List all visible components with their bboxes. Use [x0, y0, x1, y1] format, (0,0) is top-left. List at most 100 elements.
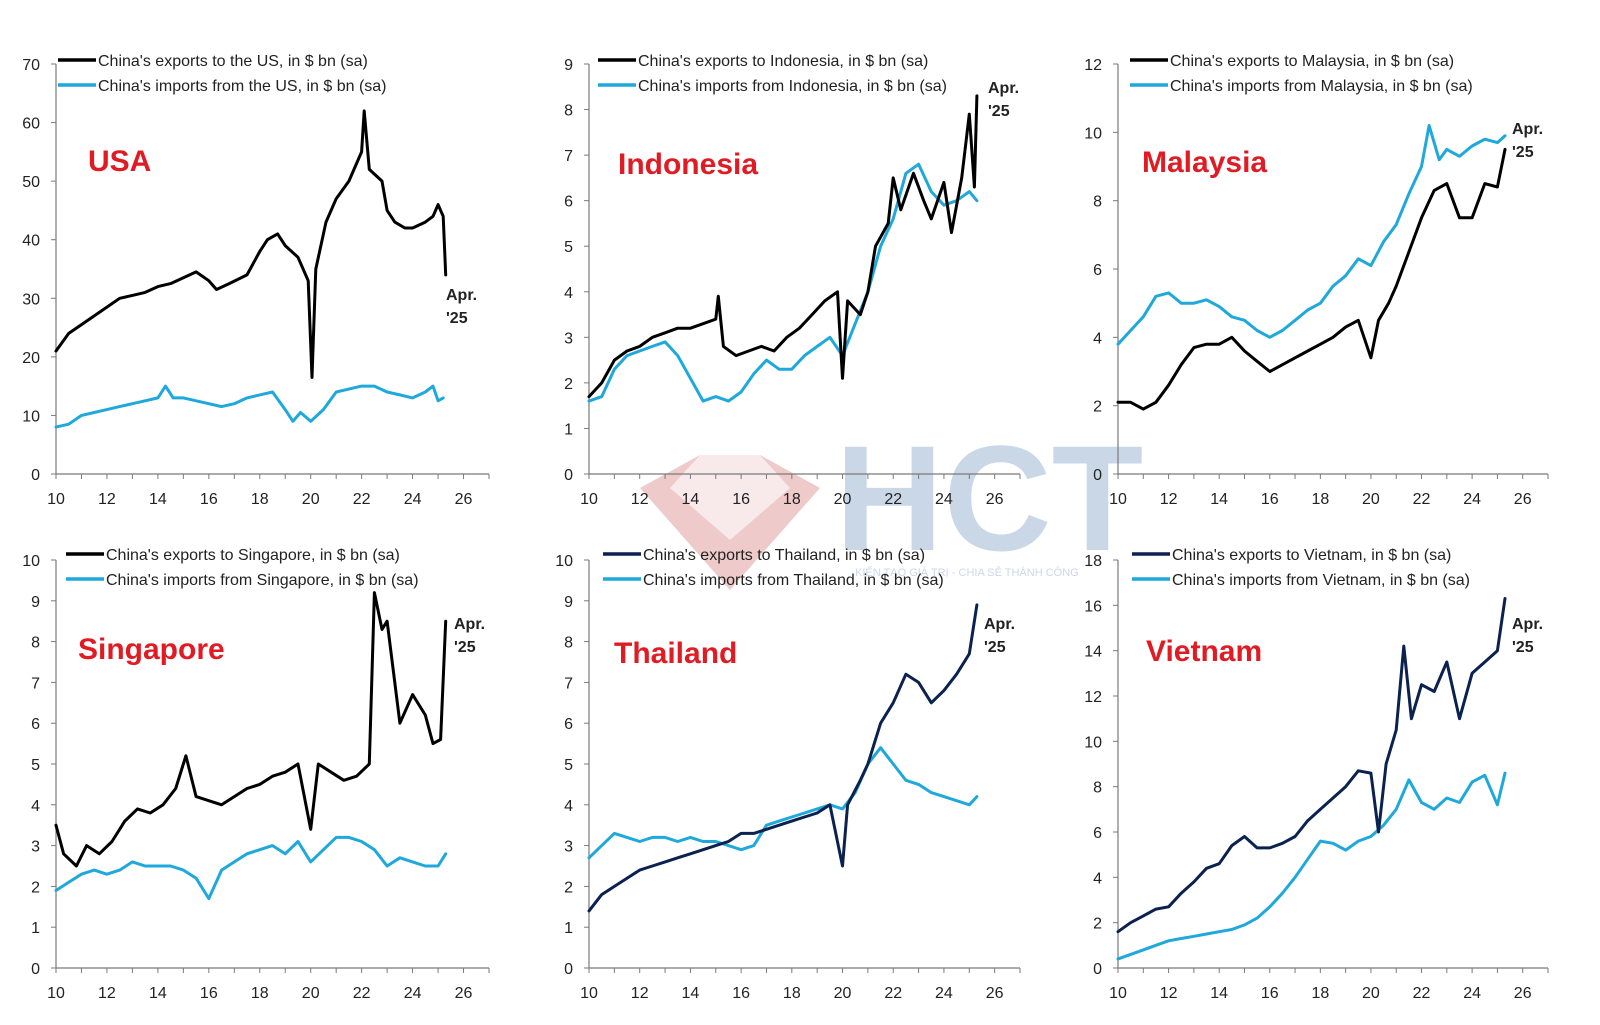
legend-label: China's imports from Thailand, in $ bn (… — [643, 572, 944, 589]
y-tick-label: 2 — [564, 376, 573, 393]
annotation-label: Apr. — [984, 616, 1015, 633]
panel-title: Vietnam — [1146, 635, 1262, 668]
x-tick-label: 26 — [455, 491, 473, 508]
x-tick-label: 24 — [935, 985, 953, 1002]
x-tick-label: 16 — [200, 491, 218, 508]
legend-label: China's exports to the US, in $ bn (sa) — [98, 53, 368, 70]
x-tick-label: 18 — [783, 491, 801, 508]
y-tick-label: 10 — [22, 553, 40, 570]
y-tick-label: 9 — [31, 594, 40, 611]
y-tick-label: 1 — [564, 421, 573, 438]
y-tick-label: 8 — [1093, 194, 1102, 211]
y-tick-label: 2 — [1093, 916, 1102, 933]
y-tick-label: 40 — [22, 233, 40, 250]
x-tick-label: 10 — [47, 985, 65, 1002]
y-tick-label: 4 — [564, 798, 573, 815]
y-tick-label: 5 — [564, 239, 573, 256]
panel-title: Thailand — [614, 637, 737, 670]
x-tick-label: 20 — [1362, 491, 1380, 508]
annotation-label: '25 — [446, 310, 468, 327]
legend-label: China's imports from Vietnam, in $ bn (s… — [1172, 572, 1470, 589]
y-tick-label: 6 — [564, 716, 573, 733]
annotation-label: Apr. — [454, 616, 485, 633]
y-tick-label: 0 — [1093, 961, 1102, 978]
y-tick-label: 70 — [22, 57, 40, 74]
x-tick-label: 14 — [682, 985, 700, 1002]
x-tick-label: 14 — [1210, 985, 1228, 1002]
y-tick-label: 8 — [564, 635, 573, 652]
exports-series-line — [1116, 597, 1507, 934]
x-tick-label: 12 — [631, 985, 649, 1002]
y-tick-label: 12 — [1084, 689, 1102, 706]
x-tick-label: 22 — [1413, 985, 1431, 1002]
exports-series-line — [1116, 147, 1507, 411]
exports-series-line — [587, 603, 979, 913]
y-tick-label: 8 — [564, 103, 573, 120]
x-tick-label: 18 — [1311, 491, 1329, 508]
y-tick-label: 4 — [564, 285, 573, 302]
annotation-label: Apr. — [1512, 616, 1543, 633]
y-tick-label: 0 — [564, 467, 573, 484]
y-tick-label: 60 — [22, 116, 40, 133]
y-tick-label: 0 — [1093, 467, 1102, 484]
y-tick-label: 4 — [1093, 870, 1102, 887]
y-tick-label: 6 — [1093, 262, 1102, 279]
x-tick-label: 16 — [1261, 491, 1279, 508]
y-tick-label: 5 — [564, 757, 573, 774]
legend-label: China's imports from the US, in $ bn (sa… — [98, 78, 387, 95]
y-tick-label: 6 — [31, 716, 40, 733]
y-tick-label: 7 — [564, 675, 573, 692]
x-tick-label: 14 — [1210, 491, 1228, 508]
imports-series-line — [1116, 771, 1507, 961]
y-tick-label: 3 — [564, 839, 573, 856]
watermark-text: HCT — [835, 414, 1143, 582]
x-tick-label: 22 — [1413, 491, 1431, 508]
x-tick-label: 12 — [1160, 985, 1178, 1002]
x-tick-label: 24 — [935, 491, 953, 508]
annotation-label: Apr. — [446, 287, 477, 304]
y-tick-label: 12 — [1084, 57, 1102, 74]
x-tick-label: 16 — [732, 985, 750, 1002]
exports-series-line — [54, 591, 448, 868]
x-tick-label: 16 — [200, 985, 218, 1002]
x-tick-label: 20 — [834, 985, 852, 1002]
panel-title: Singapore — [78, 633, 225, 666]
y-tick-label: 4 — [31, 798, 40, 815]
y-tick-label: 3 — [31, 839, 40, 856]
x-tick-label: 10 — [1109, 491, 1127, 508]
y-tick-label: 10 — [1084, 125, 1102, 142]
y-tick-label: 10 — [1084, 734, 1102, 751]
imports-series-line — [587, 162, 979, 403]
x-tick-label: 20 — [1362, 985, 1380, 1002]
x-tick-label: 14 — [682, 491, 700, 508]
y-tick-label: 6 — [1093, 825, 1102, 842]
x-tick-label: 18 — [1311, 985, 1329, 1002]
x-tick-label: 24 — [1463, 491, 1481, 508]
annotation-label: Apr. — [1512, 121, 1543, 138]
x-tick-label: 26 — [986, 985, 1004, 1002]
x-tick-label: 18 — [783, 985, 801, 1002]
exports-series-line — [587, 94, 979, 399]
y-tick-label: 0 — [31, 467, 40, 484]
y-tick-label: 50 — [22, 174, 40, 191]
annotation-label: Apr. — [988, 80, 1019, 97]
x-tick-label: 20 — [834, 491, 852, 508]
x-tick-label: 12 — [631, 491, 649, 508]
y-tick-label: 16 — [1084, 598, 1102, 615]
y-tick-label: 10 — [555, 553, 573, 570]
y-tick-label: 1 — [31, 920, 40, 937]
x-tick-label: 10 — [580, 491, 598, 508]
panel-title: Malaysia — [1142, 146, 1267, 179]
watermark-diamond-icon — [640, 455, 820, 590]
x-tick-label: 18 — [251, 985, 269, 1002]
panel-title: USA — [88, 145, 151, 178]
x-tick-label: 18 — [251, 491, 269, 508]
annotation-label: '25 — [984, 639, 1006, 656]
legend-label: China's exports to Singapore, in $ bn (s… — [106, 547, 400, 564]
watermark-subtitle: KIẾN TẠO GIÁ TRỊ - CHIA SẺ THÀNH CÔNG — [855, 566, 1079, 579]
